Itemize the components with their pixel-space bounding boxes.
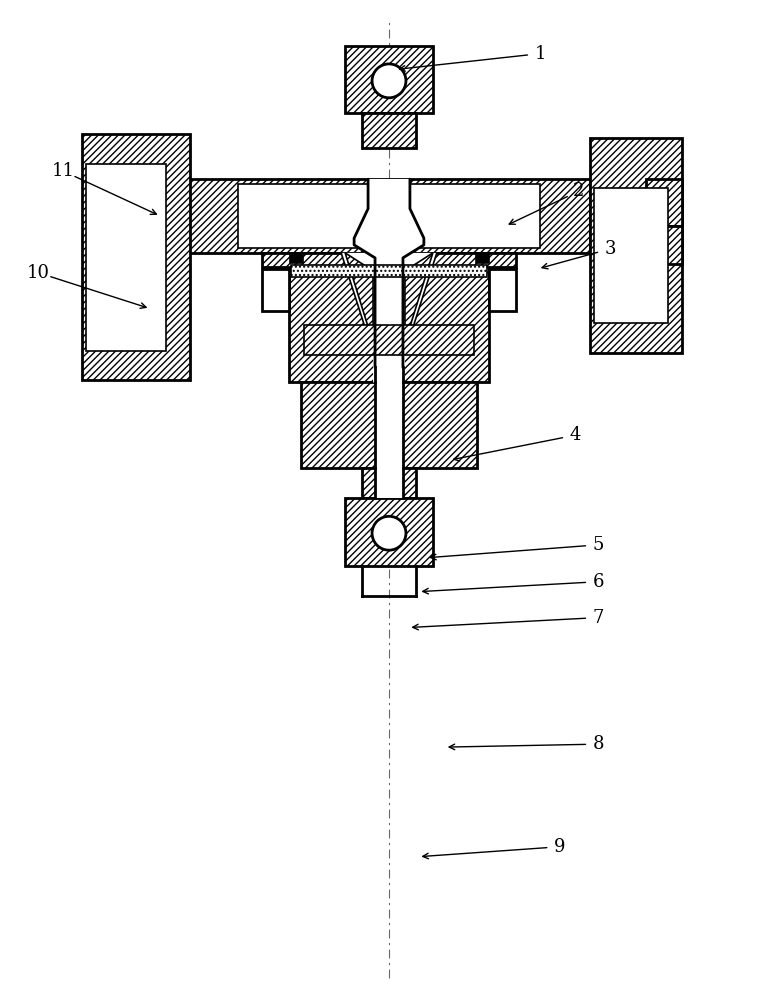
Text: 10: 10 [27, 264, 50, 282]
Bar [475, 253, 489, 263]
Bar [362, 468, 416, 498]
Bar [636, 226, 682, 264]
Bar [289, 253, 489, 382]
Text: 7: 7 [593, 609, 604, 627]
Bar [368, 179, 410, 209]
Bar [489, 269, 516, 311]
Bar [237, 184, 541, 248]
Circle shape [372, 516, 406, 550]
Polygon shape [402, 253, 433, 353]
Text: 2: 2 [573, 182, 584, 200]
Text: 9: 9 [554, 838, 566, 856]
Bar [86, 164, 166, 351]
Bar [646, 179, 682, 226]
Polygon shape [342, 253, 436, 382]
Bar [362, 113, 416, 148]
Text: 4: 4 [569, 426, 580, 444]
Bar [345, 498, 433, 566]
Text: 6: 6 [593, 573, 604, 591]
Bar [187, 179, 591, 253]
Polygon shape [354, 179, 424, 367]
Bar [262, 269, 289, 311]
Bar [289, 253, 303, 263]
Bar [594, 188, 668, 323]
Bar [301, 382, 477, 468]
Text: 8: 8 [593, 735, 604, 753]
Polygon shape [345, 253, 376, 353]
Circle shape [372, 64, 406, 98]
Bar [262, 253, 516, 267]
Bar [304, 325, 474, 355]
Text: 11: 11 [52, 162, 75, 180]
Bar [291, 265, 487, 277]
Text: 1: 1 [534, 45, 546, 63]
Bar [82, 134, 190, 380]
Bar [591, 138, 682, 353]
Text: 3: 3 [605, 240, 615, 258]
Text: 5: 5 [593, 536, 604, 554]
Bar [375, 382, 403, 498]
Bar [345, 46, 433, 113]
